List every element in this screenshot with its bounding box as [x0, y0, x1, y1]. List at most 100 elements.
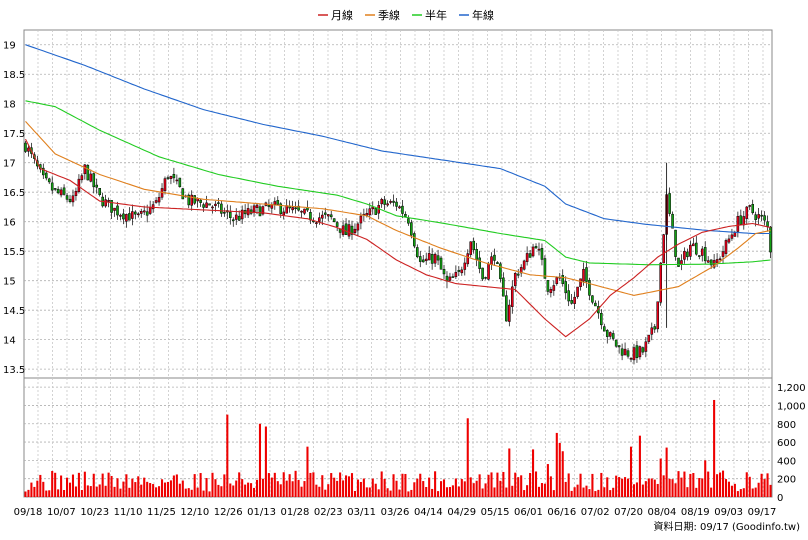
candle-body [703, 247, 707, 262]
volume-bar [184, 488, 187, 497]
volume-bar [766, 473, 769, 497]
candle-body [318, 217, 321, 222]
candle-body [700, 248, 704, 256]
volume-bar [748, 476, 751, 497]
candle-body [359, 215, 363, 224]
volume-bar [594, 491, 597, 497]
volume-bar [579, 473, 582, 497]
candle-body [522, 260, 526, 270]
price-tick-label: 13.5 [3, 365, 25, 376]
volume-bar [585, 485, 588, 497]
volume-bar [342, 480, 345, 497]
volume-bar [205, 478, 208, 497]
price-tick-label: 17 [3, 159, 16, 170]
volume-bar [701, 478, 704, 497]
volume-tick-label: 1,000 [777, 401, 806, 412]
volume-bar [526, 485, 529, 497]
volume-bar [520, 475, 523, 497]
price-tick-label: 18.5 [3, 70, 25, 81]
volume-bar [74, 486, 77, 497]
candle-body [561, 275, 565, 284]
candle-body [267, 204, 271, 207]
volume-bar [77, 472, 80, 497]
candle-body [745, 206, 749, 219]
x-tick-label: 11/25 [147, 507, 176, 518]
volume-bar [487, 474, 490, 497]
volume-bar [532, 449, 535, 497]
legend-label: 季線 [378, 8, 400, 22]
x-tick-label: 02/23 [314, 507, 343, 518]
volume-bar [116, 478, 119, 497]
volume-bar [591, 473, 594, 497]
candle-body [493, 254, 496, 261]
volume-bar [410, 489, 413, 497]
volume-bar [89, 486, 92, 497]
candle-body [74, 190, 78, 196]
volume-bar [158, 486, 161, 497]
legend: 月線 季線 半年 年線 [318, 8, 494, 22]
ma-year-line [25, 44, 771, 235]
volume-bar [582, 487, 585, 497]
candle-body [603, 326, 606, 332]
volume-bar [211, 472, 214, 497]
volume-bar [276, 481, 279, 497]
volume-bar [27, 489, 30, 497]
candle-body [582, 268, 585, 282]
volume-bar [336, 480, 339, 497]
candle-body [413, 233, 416, 247]
volume-bar [386, 488, 389, 497]
candle-body [754, 214, 757, 220]
volume-bar [463, 481, 466, 497]
volume-bar [736, 491, 739, 497]
volume-bar [288, 474, 291, 497]
candle-body [418, 256, 422, 262]
candle-body [249, 209, 253, 214]
candle-body [151, 204, 155, 210]
candle-body [157, 197, 161, 203]
candle-body [368, 208, 372, 216]
volume-bar [505, 487, 508, 497]
volume-tick-label: 200 [777, 475, 796, 486]
candle-body [163, 178, 167, 191]
candle-body [139, 211, 143, 214]
candle-body [466, 253, 470, 265]
candle-body [433, 253, 437, 264]
volume-bar [202, 490, 205, 497]
volume-bar [514, 472, 517, 497]
x-tick-label: 03/26 [381, 507, 410, 518]
candle-body [344, 223, 348, 236]
candle-body [148, 206, 152, 214]
volume-bar [163, 482, 167, 497]
candle-body [386, 203, 389, 206]
candle-body [475, 249, 478, 260]
volume-bar [540, 483, 543, 497]
volume-bar [125, 474, 128, 497]
volume-bar [742, 488, 745, 497]
candle-body [50, 182, 54, 191]
candle-body [24, 142, 27, 152]
volume-bar [481, 488, 484, 497]
volume-bar [294, 470, 297, 497]
volume-bars [24, 399, 772, 497]
candle-body [436, 255, 440, 261]
volume-bar [472, 483, 475, 497]
candle-body [410, 222, 413, 236]
volume-bar [609, 490, 612, 497]
volume-bar [629, 446, 633, 497]
axes: 09/18 10/07 10/23 11/10 11/25 12/10 12/26 01/13… [14, 507, 777, 518]
candle-body [721, 251, 725, 257]
candle-body [261, 206, 265, 215]
candle-body [273, 201, 277, 205]
candle-body [751, 204, 754, 214]
volume-bar [567, 473, 570, 497]
volume-bar [606, 477, 609, 497]
candle-body [178, 177, 182, 188]
volume-bar [448, 487, 451, 497]
candle-body [543, 258, 547, 279]
candle-body [89, 173, 93, 182]
candle-body [496, 262, 499, 264]
x-tick-label: 08/04 [647, 507, 676, 518]
candle-body [730, 234, 734, 239]
volume-bar [546, 464, 549, 497]
price-tick-label: 16.5 [3, 188, 25, 199]
